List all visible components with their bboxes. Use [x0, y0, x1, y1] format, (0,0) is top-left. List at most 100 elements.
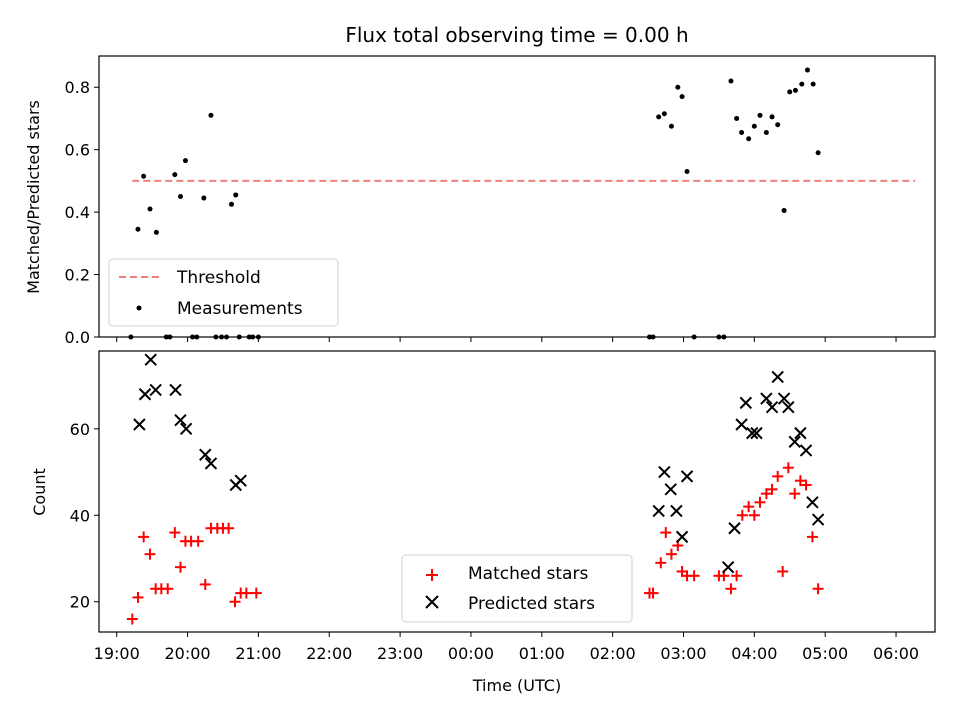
- predicted-star-point: [199, 448, 212, 461]
- matched-star-point: [655, 557, 667, 569]
- x-tick-label: 01:00: [519, 644, 565, 663]
- measurement-point: [792, 87, 798, 93]
- predicted-star-point: [149, 383, 162, 397]
- measurement-point: [815, 150, 821, 156]
- predicted-star-point: [782, 400, 795, 414]
- x-tick-label: 02:00: [590, 644, 636, 663]
- measurement-point: [684, 169, 690, 175]
- matched-star-point: [800, 479, 812, 491]
- measurement-point: [775, 122, 781, 128]
- predicted-star-point: [799, 444, 813, 457]
- x-tick-label: 03:00: [660, 644, 706, 663]
- bottom-y-axis-label: Count: [30, 468, 49, 516]
- predicted-star-point: [721, 560, 735, 574]
- measurement-points: [128, 67, 821, 340]
- matched-star-point: [162, 583, 174, 595]
- measurement-point: [668, 123, 674, 129]
- measurement-point: [135, 226, 141, 232]
- matched-star-point: [665, 548, 677, 560]
- predicted-star-point: [174, 413, 187, 427]
- x-tick-label: 22:00: [306, 644, 352, 663]
- measurement-point: [734, 115, 740, 121]
- predicted-star-point: [658, 465, 671, 479]
- bottom-legend: Matched stars Predicted stars: [401, 554, 633, 623]
- matched-star-point: [223, 522, 235, 534]
- matched-star-point: [743, 501, 755, 513]
- predicted-star-point: [234, 474, 247, 487]
- legend-matched-swatch: [426, 569, 438, 581]
- matched-star-point: [144, 548, 156, 560]
- top-y-ticks: 0.0 0.2 0.4 0.6 0.8: [65, 78, 99, 347]
- x-tick-label: 21:00: [235, 644, 281, 663]
- top-panel: 0.00.20.40.60.8 Matched/Predicted stars …: [24, 55, 936, 347]
- predicted-star-point: [735, 418, 748, 431]
- x-tick-label: 19:00: [94, 644, 140, 663]
- matched-star-point: [660, 527, 672, 539]
- legend-measurements-swatch: [136, 305, 142, 311]
- legend-predicted-label: Predicted stars: [468, 594, 595, 614]
- predicted-star-point: [169, 383, 182, 397]
- matched-star-point: [174, 561, 186, 573]
- measurement-point: [656, 114, 662, 120]
- x-tick-label: 00:00: [448, 644, 494, 663]
- measurement-point: [675, 84, 681, 90]
- predicted-star-point: [670, 504, 683, 518]
- matched-star-point: [766, 483, 778, 495]
- measurement-point: [728, 78, 734, 84]
- measurement-point: [147, 206, 153, 212]
- measurement-point: [201, 195, 207, 201]
- matched-star-point: [772, 470, 784, 482]
- measurement-point: [177, 194, 183, 199]
- matched-star-point: [794, 475, 806, 487]
- bottom-plot-frame: [98, 350, 936, 633]
- matched-star-point: [782, 462, 794, 474]
- matched-star-point: [760, 488, 772, 500]
- legend-predicted-swatch: [425, 595, 439, 609]
- measurement-point: [172, 172, 178, 178]
- measurement-point: [141, 173, 147, 179]
- legend-matched-label: Matched stars: [468, 564, 588, 584]
- bottom-panel: 20 40 60 19:00 20:00 21:00 22:00 23:00 00:00 01:…: [30, 350, 936, 695]
- predicted-star-point: [811, 513, 825, 526]
- predicted-star-point: [664, 483, 677, 496]
- predicted-star-point: [680, 470, 694, 483]
- matched-star-point: [789, 488, 801, 500]
- matched-star-point: [748, 509, 760, 521]
- predicted-star-point: [794, 426, 807, 440]
- measurement-point: [787, 89, 793, 95]
- top-y-tick-label: 0.4: [65, 203, 90, 222]
- bottom-x-ticks: 19:00 20:00 21:00 22:00 23:00 00:00 01:00 02:00…: [94, 632, 919, 663]
- matched-star-point: [169, 527, 181, 539]
- top-y-tick-label: 0.2: [65, 266, 90, 285]
- matched-star-point: [250, 587, 262, 599]
- matched-star-point: [725, 583, 737, 595]
- top-y-axis-label: Matched/Predicted stars: [24, 100, 43, 294]
- matched-star-point: [812, 583, 824, 595]
- bottom-y-tick-label: 40: [70, 506, 90, 525]
- matched-star-point: [138, 531, 150, 543]
- measurement-point: [781, 208, 787, 214]
- x-tick-label: 20:00: [165, 644, 211, 663]
- measurement-point: [799, 81, 805, 87]
- predicted-star-point: [777, 392, 791, 405]
- predicted-star-point: [133, 418, 146, 431]
- predicted-star-point: [728, 522, 741, 535]
- x-tick-label: 04:00: [731, 644, 777, 663]
- matched-star-point: [199, 578, 211, 590]
- predicted-star-point: [739, 396, 753, 410]
- bottom-legend-box: [401, 554, 633, 623]
- top-legend-box: [108, 258, 339, 327]
- x-tick-label: 23:00: [377, 644, 423, 663]
- measurement-point: [746, 136, 752, 142]
- measurement-point: [679, 94, 685, 100]
- measurement-point: [228, 201, 234, 207]
- measurement-point: [208, 112, 214, 118]
- measurement-point: [757, 112, 763, 118]
- predicted-star-point: [652, 504, 665, 518]
- measurement-point: [804, 67, 810, 73]
- predicted-star-point: [771, 370, 784, 384]
- predicted-star-point: [138, 388, 152, 401]
- bottom-y-ticks: 20 40 60: [70, 420, 99, 612]
- predicted-star-point: [806, 496, 819, 509]
- matched-star-point: [806, 531, 818, 543]
